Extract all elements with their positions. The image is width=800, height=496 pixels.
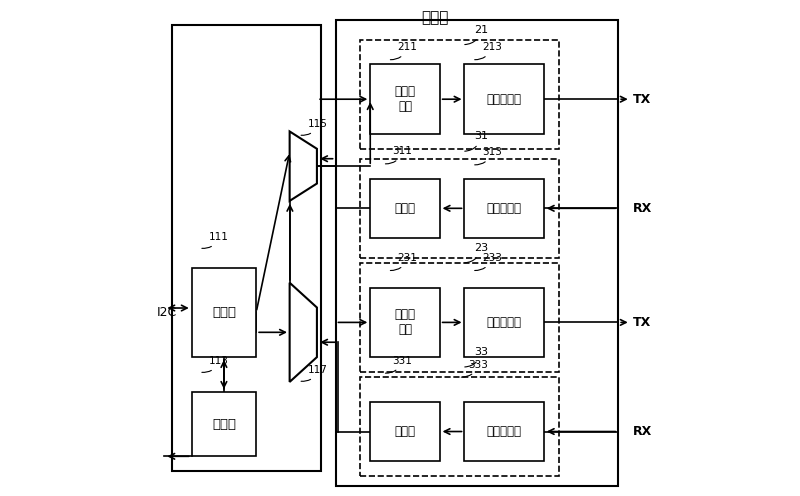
Text: 光接收组件: 光接收组件: [486, 202, 522, 215]
Text: 光发射组件: 光发射组件: [486, 93, 522, 106]
Text: RX: RX: [633, 202, 652, 215]
Text: 117: 117: [301, 365, 328, 381]
Text: 111: 111: [202, 232, 229, 248]
FancyBboxPatch shape: [360, 40, 558, 149]
FancyBboxPatch shape: [360, 377, 558, 476]
Text: 激光驱
动器: 激光驱 动器: [394, 85, 415, 113]
FancyBboxPatch shape: [335, 20, 618, 486]
Text: 光接收组件: 光接收组件: [486, 425, 522, 438]
Text: RX: RX: [633, 425, 652, 438]
Text: I2C: I2C: [157, 306, 178, 319]
Text: 211: 211: [390, 42, 418, 60]
FancyBboxPatch shape: [360, 159, 558, 258]
Text: 31: 31: [465, 131, 488, 151]
FancyBboxPatch shape: [172, 25, 321, 471]
FancyBboxPatch shape: [465, 179, 544, 238]
FancyBboxPatch shape: [192, 268, 256, 357]
Text: 控制器: 控制器: [212, 306, 236, 319]
FancyBboxPatch shape: [465, 402, 544, 461]
Polygon shape: [290, 131, 317, 201]
Text: TX: TX: [633, 93, 651, 106]
Text: 激光驱
动器: 激光驱 动器: [394, 309, 415, 336]
Text: 333: 333: [462, 360, 488, 377]
Text: 光发射组件: 光发射组件: [486, 316, 522, 329]
Text: 231: 231: [390, 253, 418, 270]
FancyBboxPatch shape: [465, 288, 544, 357]
FancyBboxPatch shape: [465, 64, 544, 134]
Text: 放大器: 放大器: [394, 425, 415, 438]
FancyBboxPatch shape: [370, 402, 440, 461]
Polygon shape: [290, 283, 317, 382]
Text: 113: 113: [202, 356, 229, 372]
FancyBboxPatch shape: [370, 288, 440, 357]
Text: 115: 115: [301, 119, 328, 135]
FancyBboxPatch shape: [192, 392, 256, 456]
FancyBboxPatch shape: [370, 64, 440, 134]
FancyBboxPatch shape: [370, 179, 440, 238]
Text: 311: 311: [386, 146, 413, 164]
Text: 313: 313: [474, 147, 502, 165]
Text: 21: 21: [465, 25, 489, 45]
Text: 33: 33: [465, 347, 488, 367]
Text: 233: 233: [474, 253, 502, 270]
Text: 光模块: 光模块: [421, 10, 449, 25]
Text: 放大器: 放大器: [394, 202, 415, 215]
Text: 23: 23: [465, 243, 489, 263]
Text: TX: TX: [633, 316, 651, 329]
Text: 存储器: 存储器: [212, 418, 236, 431]
Text: 331: 331: [386, 356, 413, 373]
Text: 213: 213: [474, 42, 502, 60]
FancyBboxPatch shape: [360, 263, 558, 372]
